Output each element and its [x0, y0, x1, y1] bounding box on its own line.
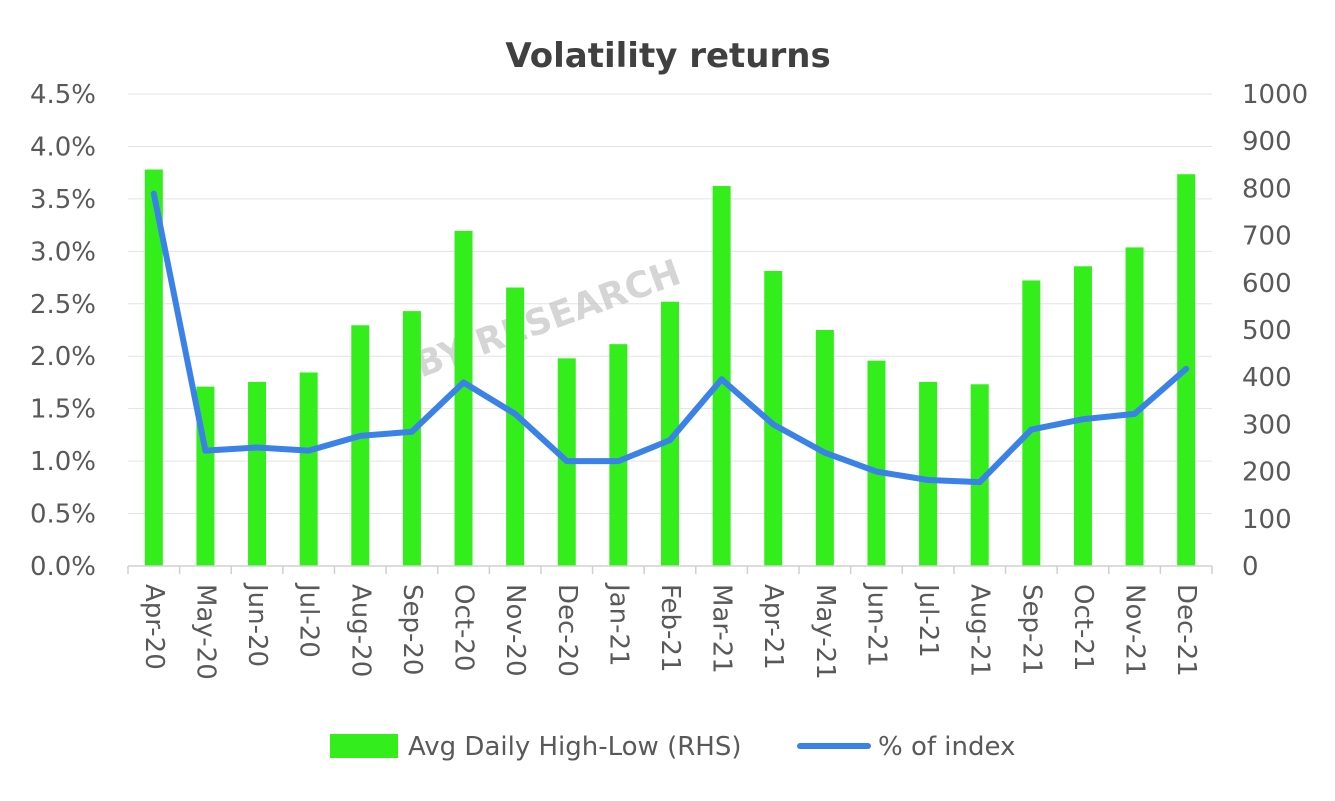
x-tick-label: Apr-21 [758, 584, 788, 670]
chart-title: Volatility returns [505, 36, 830, 76]
line-point-Oct-21 [1081, 418, 1084, 421]
legend-swatch-bar [330, 734, 398, 758]
line-point-Aug-21 [978, 481, 981, 484]
line-point-May-21 [823, 451, 826, 454]
x-tick-label: Jan-21 [603, 582, 633, 667]
bar-Jun-20 [248, 381, 267, 566]
bar-Mar-21 [712, 186, 731, 567]
x-tick-label: Dec-21 [1171, 584, 1201, 677]
line-point-Apr-20 [152, 192, 155, 195]
line-point-Sep-20 [410, 430, 413, 433]
y-left-tick-label: 2.5% [30, 290, 96, 320]
line-point-Jan-21 [617, 460, 620, 463]
x-tick-label: Apr-20 [139, 584, 169, 670]
bar-series [144, 169, 1196, 567]
y-right-tick-label: 0 [1242, 552, 1259, 582]
bar-Jan-21 [609, 344, 628, 566]
bar-Nov-20 [506, 287, 525, 566]
x-tick-label: Aug-21 [965, 584, 995, 677]
x-tick-label: Nov-21 [1120, 584, 1150, 677]
line-point-Nov-21 [1133, 412, 1136, 415]
line-point-Jun-21 [875, 470, 878, 473]
line-point-Nov-20 [514, 412, 517, 415]
bar-Oct-21 [1073, 266, 1092, 566]
line-point-Aug-20 [359, 434, 362, 437]
y-left-tick-label: 3.0% [30, 237, 96, 267]
x-tick-label: Sep-20 [397, 584, 427, 675]
line-point-Jun-20 [256, 446, 259, 449]
x-tick-label: Nov-20 [500, 584, 530, 677]
bar-Aug-20 [351, 325, 370, 566]
line-point-Dec-21 [1185, 367, 1188, 370]
y-right-tick-label: 500 [1242, 316, 1292, 346]
watermark-text: BY RESEARCH [410, 252, 686, 386]
bar-Sep-20 [402, 311, 421, 566]
y-right-tick-label: 200 [1242, 458, 1292, 488]
legend-label-bar: Avg Daily High-Low (RHS) [408, 732, 741, 762]
bar-Apr-20 [144, 169, 163, 566]
bar-Oct-20 [454, 230, 473, 566]
y-right-tick-label: 800 [1242, 174, 1292, 204]
y-left-tick-label: 0.5% [30, 500, 96, 530]
line-point-Mar-21 [720, 378, 723, 381]
y-left-tick-label: 4.5% [30, 80, 96, 110]
x-tick-label: Oct-21 [1068, 584, 1098, 671]
legend-label-line: % of index [878, 732, 1015, 762]
y-right-tick-label: 700 [1242, 222, 1292, 252]
x-tick-label: Dec-20 [552, 584, 582, 677]
y-right-tick-label: 300 [1242, 410, 1292, 440]
bar-Feb-21 [661, 301, 679, 566]
y-right-tick-label: 400 [1242, 363, 1292, 393]
y-right-tick-label: 600 [1242, 269, 1292, 299]
x-tick-label: Jul-21 [913, 582, 943, 658]
x-tick-label: Jul-20 [294, 582, 324, 658]
line-series [150, 190, 1190, 486]
x-tick-label: Mar-21 [707, 584, 737, 674]
y-left-tick-label: 0.0% [30, 552, 96, 582]
bar-Sep-21 [1022, 280, 1041, 566]
line-point-Jul-21 [927, 478, 930, 481]
x-tick-label: Jun-21 [861, 582, 891, 667]
bar-May-21 [815, 330, 834, 566]
y-left-tick-label: 3.5% [30, 185, 96, 215]
x-tick-label: May-21 [810, 584, 840, 680]
line-point-May-20 [204, 449, 207, 452]
bar-Jul-20 [299, 372, 318, 566]
line-point-Dec-20 [565, 460, 568, 463]
line-point-Jul-20 [307, 449, 310, 452]
y-right-tick-label: 100 [1242, 505, 1292, 535]
x-tick-label: Oct-20 [449, 584, 479, 671]
line-point-Oct-20 [462, 381, 465, 384]
line-point-Feb-21 [669, 439, 671, 442]
bar-Jun-21 [867, 360, 886, 566]
y-left-tick-label: 2.0% [30, 342, 96, 372]
axes: Apr-20 May-20 Jun-20 Jul-20 Aug-20 Sep-20 Oct-… [30, 80, 1308, 680]
x-tick-label: Feb-21 [655, 584, 685, 673]
y-left-tick-label: 1.5% [30, 395, 96, 425]
x-tick-label: May-20 [190, 584, 220, 680]
bar-Aug-21 [970, 384, 989, 566]
line-point-Sep-21 [1030, 428, 1033, 431]
bar-Nov-21 [1125, 247, 1144, 566]
y-left-tick-label: 1.0% [30, 447, 96, 477]
legend: Avg Daily High-Low (RHS) % of index [330, 732, 1015, 762]
x-tick-label: Aug-20 [345, 584, 375, 677]
y-left-tick-label: 4.0% [30, 132, 96, 162]
line-point-Apr-21 [772, 423, 775, 426]
x-tick-label: Sep-21 [1016, 584, 1046, 675]
x-tick-label: Jun-20 [242, 582, 272, 667]
y-right-tick-label: 900 [1242, 127, 1292, 157]
y-right-tick-label: 1000 [1242, 80, 1308, 110]
bar-Apr-21 [764, 271, 783, 566]
bar-Jul-21 [919, 381, 938, 566]
